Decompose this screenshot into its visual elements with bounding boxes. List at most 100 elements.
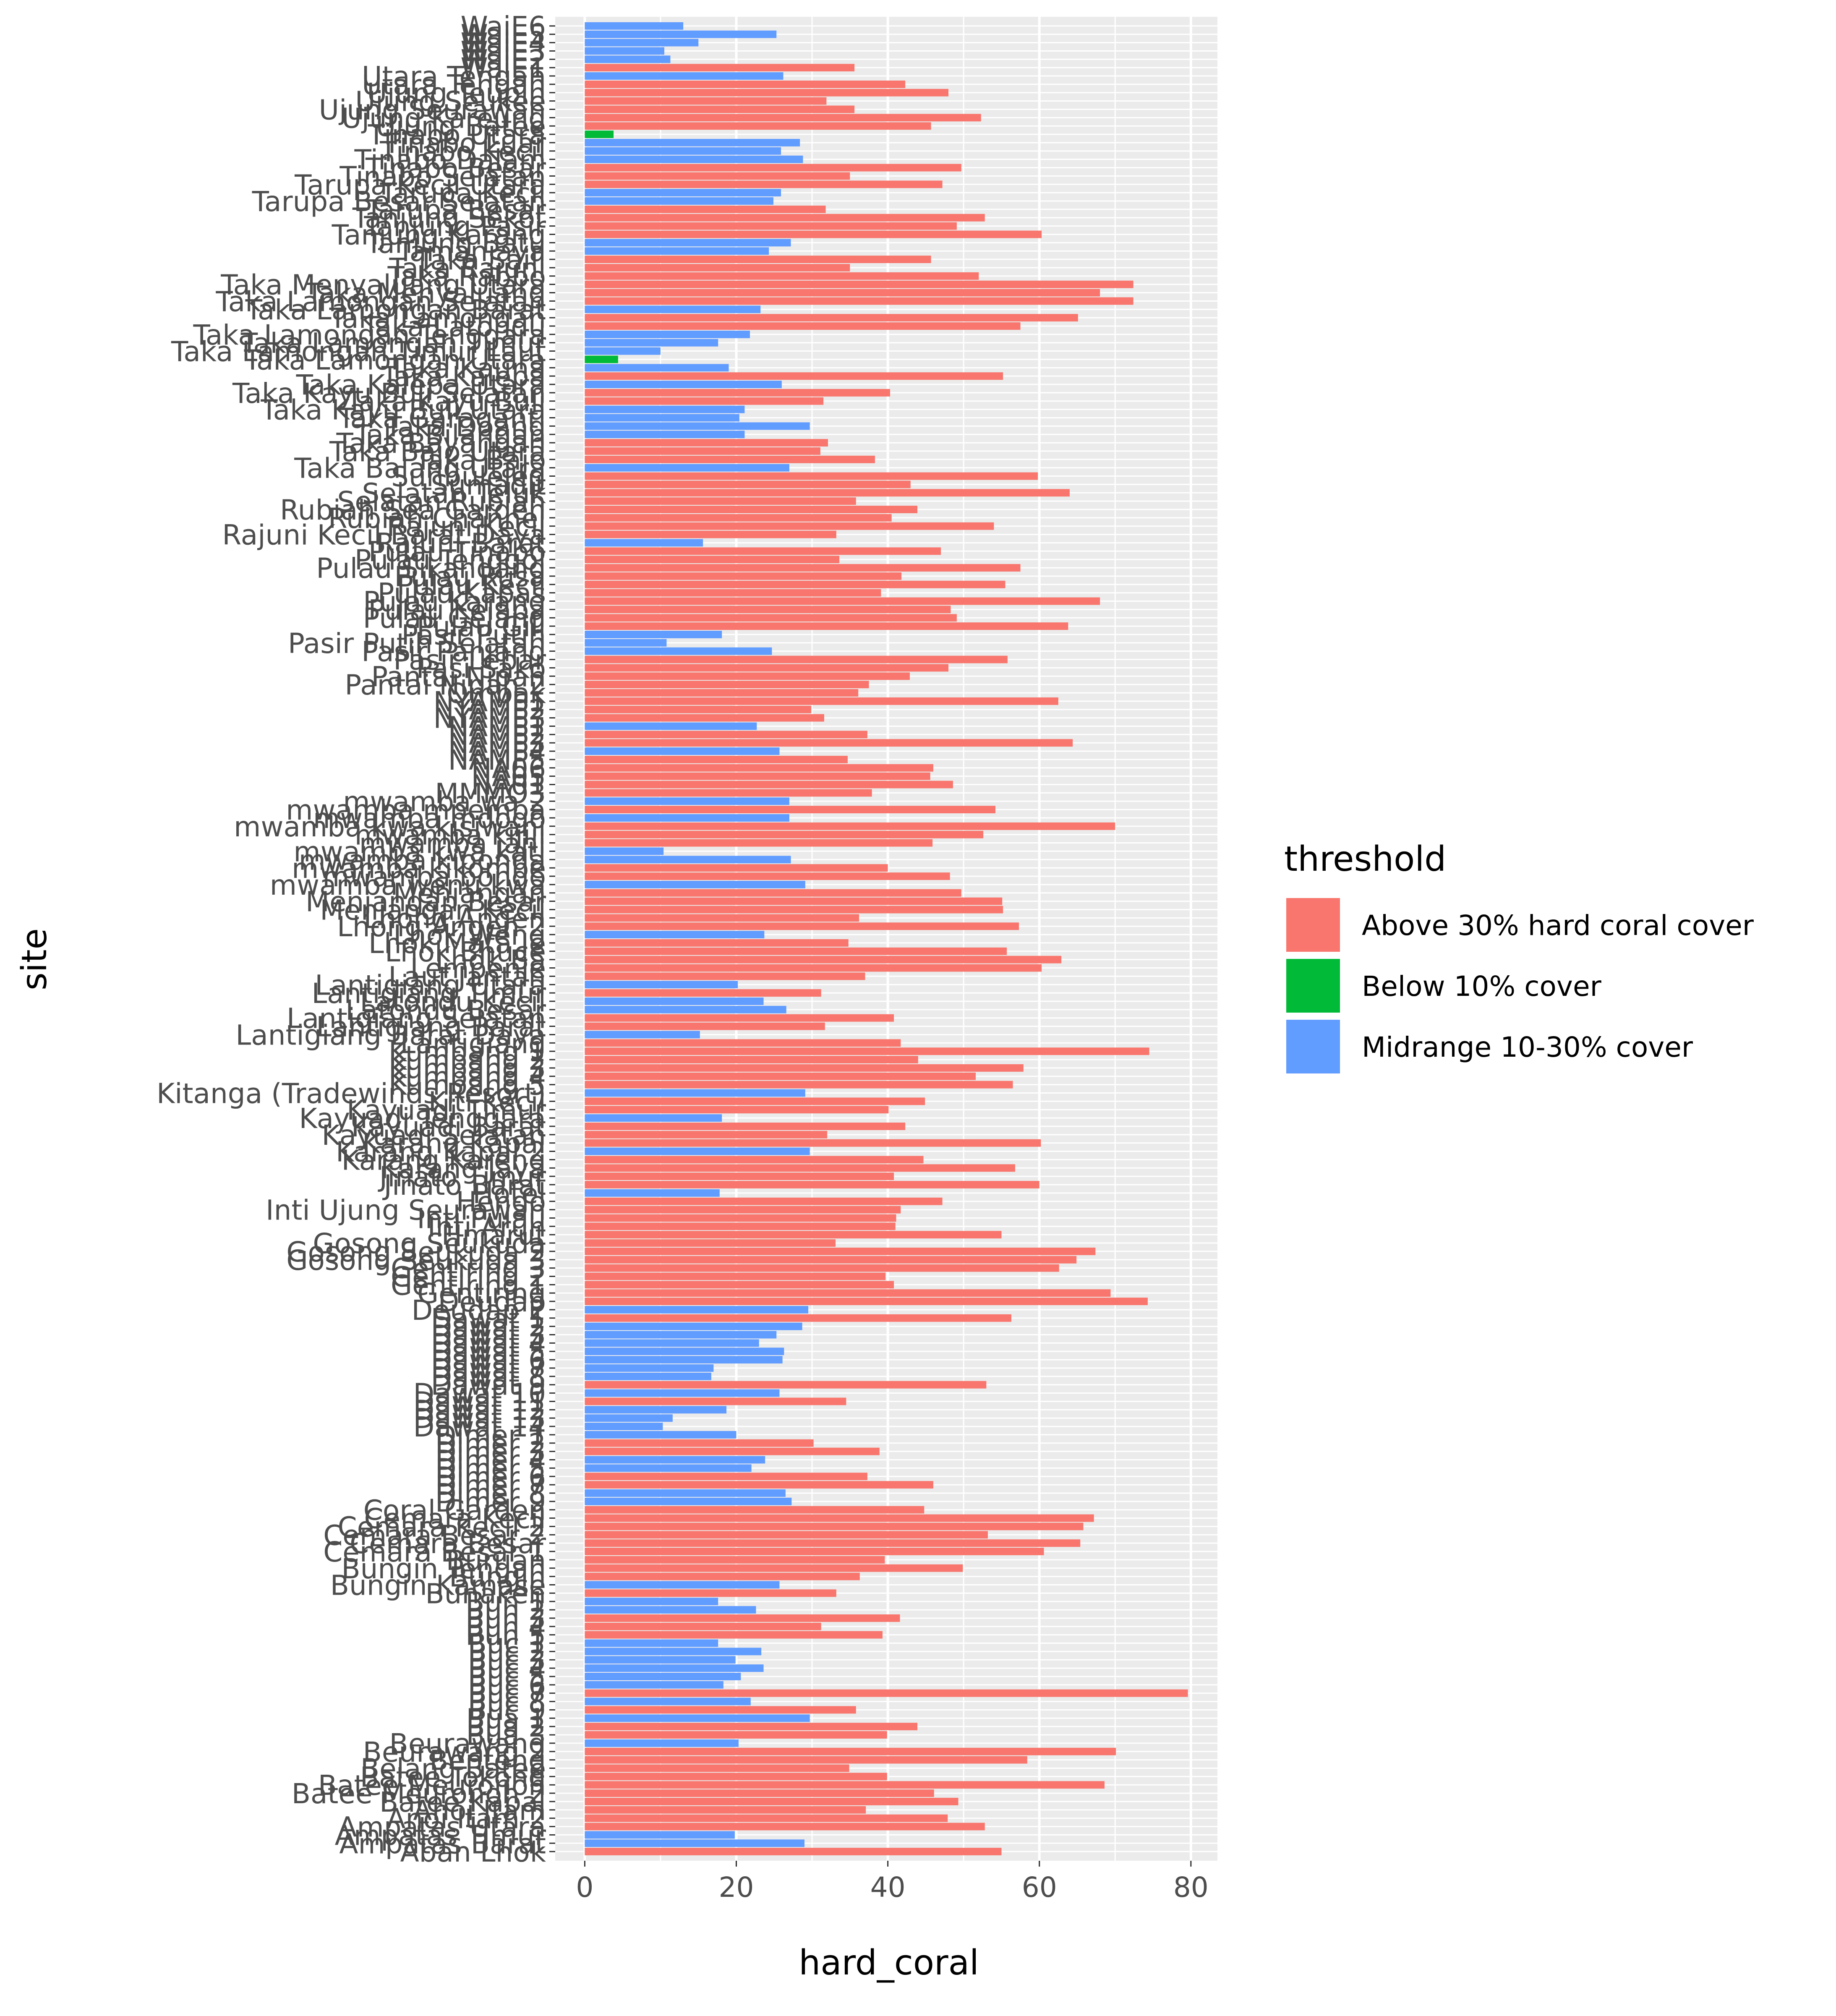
y-tick-label: mwamba wenu kwa [270, 869, 546, 901]
bar [585, 1081, 1013, 1089]
bar [585, 872, 950, 880]
y-tick-label: Taka Kayu Buli Utara [260, 394, 546, 426]
bar [585, 1681, 723, 1689]
bar [585, 1322, 802, 1330]
bar [585, 30, 777, 38]
y-tick-label: Deudap [438, 1286, 546, 1318]
y-tick-label: Cemara Besar 2 [323, 1519, 546, 1551]
y-tick-label: mwamba jani [359, 828, 546, 860]
bar [585, 1106, 889, 1114]
y-tick-label: Pantai Nipah [371, 661, 546, 693]
y-tick-label: mwamba kiponda [299, 844, 546, 876]
bar [585, 530, 836, 538]
legend-key-midrange [1286, 1020, 1340, 1073]
bar [585, 1206, 901, 1214]
y-tick-label: Tarupa Besar Selatan [252, 185, 546, 218]
y-tick-label: Taka Rajuni [389, 252, 546, 285]
bar [585, 1464, 752, 1472]
y-tick-label: Karang Kareng [342, 1144, 546, 1176]
bar [585, 1256, 1077, 1264]
bar [585, 1606, 756, 1614]
bar [585, 55, 671, 63]
bar [585, 355, 618, 363]
y-tick-label: mwamba kijiji [355, 819, 546, 851]
y-tick-label: Taka Bayangan [336, 427, 546, 460]
bar [585, 547, 941, 555]
y-tick-label: Bungin Kamase [330, 1569, 546, 1601]
y-tick-label: NAMP3 [448, 727, 546, 760]
y-tick-label: Taka Saili [417, 244, 546, 276]
bar [585, 589, 881, 597]
y-tick-label: Bunaken [425, 1577, 546, 1610]
y-tick-label: Taka Garaganti [337, 402, 546, 434]
y-tick-label: Pulau Tenggol [355, 544, 546, 576]
y-tick-label: Bun 1 [465, 1586, 546, 1618]
y-tick-label: mwamba wa 2 [343, 786, 546, 818]
y-tick-label: Dimer 7 [435, 1469, 546, 1502]
y-tick-label: Lhok Mata Ie [368, 927, 546, 960]
y-tick-label: mwamba kwa kisiwani [234, 811, 546, 843]
bar [585, 1522, 1084, 1530]
bar [585, 947, 1007, 955]
bar [585, 672, 910, 680]
bar [585, 939, 849, 947]
bar [585, 1622, 821, 1630]
y-tick-label: Tamanjaya [397, 235, 546, 268]
bar [585, 1773, 887, 1781]
bar [585, 1131, 828, 1139]
bar [585, 247, 769, 255]
y-tick-label: Taka Balang Utara [294, 452, 546, 485]
y-tick-label: Utara Tengah [362, 69, 546, 101]
y-tick-label: Dawat 1 [431, 1303, 546, 1335]
bar [585, 97, 827, 105]
y-tick-label: Dawat 14 [413, 1411, 546, 1443]
y-tick-label: Buc 6 [468, 1669, 546, 1702]
bar [585, 189, 781, 197]
bar [585, 1189, 720, 1197]
legend: threshold Above 30% hard coral cover Bel… [1284, 839, 1754, 1073]
bar [585, 1272, 886, 1280]
y-tick-label: Ampatas Timur [335, 1819, 546, 1851]
bar [585, 22, 684, 30]
bar [585, 931, 765, 939]
y-tick-label: WaiE3 [460, 35, 546, 68]
y-tick-label: Taka Latondu [362, 311, 546, 343]
bar [585, 772, 930, 780]
bar [585, 1197, 943, 1205]
bar [585, 981, 738, 989]
bar [585, 389, 891, 397]
y-tick-label: Tinabo Dalam [354, 144, 546, 176]
bar [585, 1823, 985, 1831]
bar [585, 1047, 1149, 1055]
y-tick-label: Kumbang 1 [389, 1036, 546, 1068]
y-tick-label: Tanjung Pasir [363, 211, 546, 243]
legend-title: threshold [1284, 839, 1446, 879]
y-tick-label: Dawat 13 [413, 1402, 546, 1435]
bar [585, 1331, 777, 1339]
y-tick-label: Ampatas Barat [339, 1828, 546, 1860]
y-tick-label: Tinabo Luar [383, 127, 546, 159]
y-tick-label: NYAMP1 [434, 686, 546, 718]
bar [585, 606, 951, 614]
y-tick-label: Batee Meuronoh [318, 1769, 546, 1802]
bar [585, 447, 820, 455]
y-tick-label: Taka Bajo [414, 444, 546, 476]
bar [585, 147, 781, 155]
y-tick-label: Taka Kayu Buli [345, 386, 546, 418]
bar [585, 1281, 894, 1289]
bar [585, 1648, 762, 1656]
bar [585, 1531, 988, 1539]
bar [585, 572, 902, 580]
y-tick-label: Buc 1 [468, 1628, 546, 1660]
y-tick-label: Dawat 4 [431, 1327, 546, 1360]
y-tick-label: Dawat 3 [431, 1319, 546, 1352]
y-tick-label: Pasir Putih Selatan [288, 627, 546, 660]
bar [585, 1556, 885, 1564]
y-tick-label: Sunbuleleg [391, 461, 546, 493]
y-tick-label: Dimer 5 [435, 1452, 546, 1485]
bar [585, 1406, 727, 1414]
y-tick-label: Aban Lhok [400, 1836, 546, 1868]
y-tick-label: Cemara Kecil 2 [337, 1511, 546, 1543]
bar [585, 714, 824, 722]
